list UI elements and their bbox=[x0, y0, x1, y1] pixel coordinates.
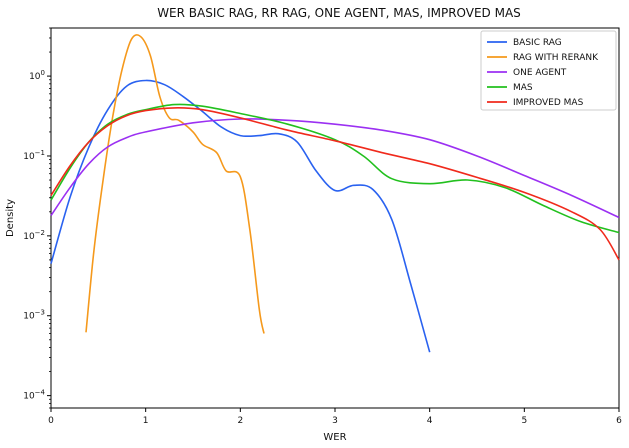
x-tick-label: 2 bbox=[237, 416, 243, 426]
y-tick-label: 10−2 bbox=[23, 229, 45, 242]
x-tick-label: 3 bbox=[332, 416, 338, 426]
y-tick-exponent: −3 bbox=[35, 309, 45, 317]
legend: BASIC RAG RAG WITH RERANK ONE AGENT MAS IMPR… bbox=[480, 30, 617, 111]
y-tick-label: 10−1 bbox=[23, 149, 45, 162]
x-tick-label: 6 bbox=[616, 416, 622, 426]
chart-title: WER BASIC RAG, RR RAG, ONE AGENT, MAS, I… bbox=[157, 6, 521, 20]
y-tick-exponent: −4 bbox=[35, 389, 46, 397]
series-line-basic-rag bbox=[50, 79, 431, 353]
y-tick-label: 10−4 bbox=[23, 389, 45, 402]
series-line-improved-mas bbox=[50, 107, 620, 261]
x-axis-label: WER bbox=[323, 432, 346, 443]
x-tick-label: 1 bbox=[143, 416, 149, 426]
series-line-one-agent bbox=[50, 118, 620, 219]
x-tick-label: 5 bbox=[521, 416, 527, 426]
y-tick-exponent: −1 bbox=[35, 149, 45, 157]
y-tick-base: 10 bbox=[23, 312, 35, 322]
y-tick-base: 10 bbox=[23, 232, 35, 242]
x-axis: 0 1 2 3 4 5 6 bbox=[48, 408, 622, 426]
legend-label: BASIC RAG bbox=[513, 38, 562, 48]
y-axis-label: Density bbox=[5, 199, 16, 237]
y-tick-base: 10 bbox=[23, 392, 35, 402]
legend-label: RAG WITH RERANK bbox=[513, 53, 599, 63]
y-tick-base: 10 bbox=[23, 152, 35, 162]
legend-label: ONE AGENT bbox=[513, 68, 567, 78]
y-tick-label: 10−3 bbox=[23, 309, 45, 322]
legend-label: IMPROVED MAS bbox=[513, 98, 584, 108]
y-tick-exponent: −2 bbox=[35, 229, 45, 237]
y-tick-base: 10 bbox=[29, 72, 41, 82]
legend-box bbox=[480, 30, 617, 111]
x-tick-label: 0 bbox=[48, 416, 54, 426]
y-tick-exponent: 0 bbox=[41, 69, 45, 77]
y-tick-label: 100 bbox=[29, 69, 45, 82]
x-tick-label: 4 bbox=[427, 416, 433, 426]
series-line-rag-with-rerank bbox=[85, 34, 265, 334]
series-line-mas bbox=[50, 103, 620, 234]
series-layer bbox=[50, 34, 620, 353]
legend-label: MAS bbox=[513, 83, 533, 93]
